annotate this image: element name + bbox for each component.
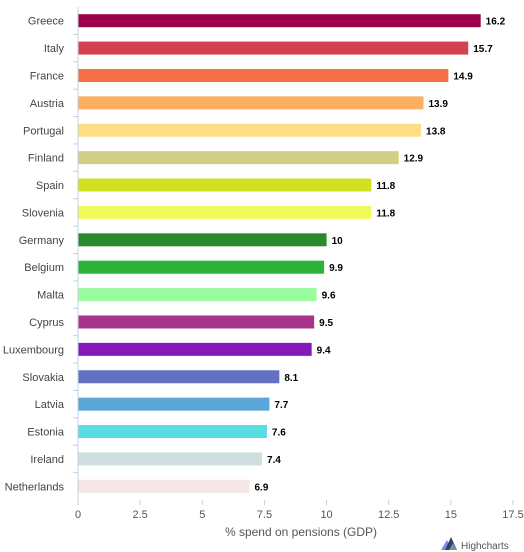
data-label: 8.1 [284, 373, 298, 384]
tick-label: 0 [75, 509, 81, 521]
data-label: 14.9 [453, 71, 473, 82]
bar[interactable] [78, 14, 481, 28]
category-label: Luxembourg [3, 344, 64, 356]
category-label: Spain [36, 180, 64, 192]
category-label: Germany [19, 235, 65, 247]
tick-label: 7.5 [257, 509, 272, 521]
value-axis: 0 2.5 5 7.5 10 12.5 15 17.5 [75, 500, 524, 521]
bar[interactable] [78, 397, 270, 411]
bar[interactable] [78, 425, 267, 439]
bar[interactable] [78, 151, 399, 165]
data-label: 12.9 [404, 154, 424, 165]
data-label: 16.2 [486, 17, 506, 28]
data-label: 7.4 [267, 455, 281, 466]
category-label: Belgium [24, 262, 64, 274]
category-label: France [30, 70, 64, 82]
tick-label: 12.5 [378, 509, 399, 521]
category-label: Estonia [27, 427, 65, 439]
bar[interactable] [78, 233, 327, 247]
data-label: 11.8 [376, 181, 395, 192]
bar[interactable] [78, 68, 449, 82]
category-label: Finland [28, 153, 64, 165]
bar[interactable] [78, 288, 317, 302]
category-label: Latvia [35, 399, 65, 411]
data-label: 13.8 [426, 126, 446, 137]
bar[interactable] [78, 479, 250, 493]
data-label: 6.9 [255, 482, 269, 493]
credits[interactable]: Highcharts [441, 537, 509, 552]
x-axis-title: % spend on pensions (GDP) [225, 525, 377, 539]
tick-label: 2.5 [132, 509, 147, 521]
data-label: 7.6 [272, 428, 286, 439]
bar[interactable] [78, 41, 469, 55]
tick-label: 15 [445, 509, 457, 521]
category-label: Ireland [30, 454, 64, 466]
data-label: 9.6 [322, 291, 336, 302]
category-label: Malta [37, 290, 65, 302]
category-label: Italy [44, 43, 65, 55]
bar[interactable] [78, 342, 312, 356]
bar[interactable] [78, 205, 372, 219]
bar[interactable] [78, 315, 315, 329]
data-label: 15.7 [473, 44, 493, 55]
tick-label: 10 [320, 509, 332, 521]
data-label: 13.9 [429, 99, 449, 110]
bar[interactable] [78, 260, 325, 274]
category-label: Slovenia [22, 207, 65, 219]
bar[interactable] [78, 123, 422, 137]
category-label: Netherlands [5, 481, 65, 493]
tick-label: 17.5 [502, 509, 523, 521]
highcharts-logo-icon [441, 537, 457, 550]
data-label: 10 [332, 236, 344, 247]
bar[interactable] [78, 452, 262, 466]
bar[interactable] [78, 178, 372, 192]
credits-label: Highcharts [461, 541, 509, 552]
category-label: Cyprus [29, 317, 64, 329]
category-label: Austria [30, 98, 65, 110]
category-label: Greece [28, 16, 64, 28]
data-label: 11.8 [376, 208, 395, 219]
category-axis: Greece Italy France Austria Portugal Finland S… [3, 7, 79, 500]
category-label: Slovakia [22, 372, 64, 384]
bar[interactable] [78, 370, 280, 384]
plot-area: 16.2 15.7 14.9 13.9 13.8 12.9 11.8 11.8 10 9.9 9.6… [78, 14, 506, 493]
category-label: Portugal [23, 125, 64, 137]
data-label: 9.9 [329, 263, 343, 274]
data-label: 9.5 [319, 318, 333, 329]
data-label: 9.4 [317, 345, 331, 356]
tick-label: 5 [199, 509, 205, 521]
bar[interactable] [78, 96, 424, 110]
data-label: 7.7 [274, 400, 288, 411]
